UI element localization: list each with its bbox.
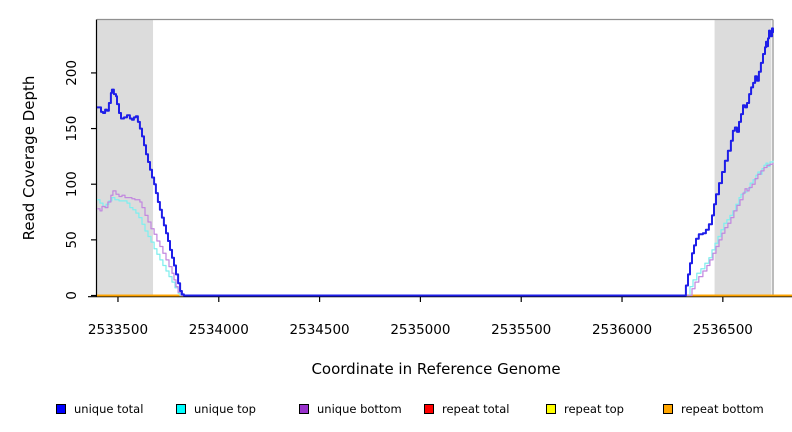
y-tick-label: 150 xyxy=(64,116,80,142)
series-line-unique-top xyxy=(97,160,774,297)
plot-frame xyxy=(97,18,774,297)
x-tick-label: 2536500 xyxy=(693,322,753,338)
legend-label-unique-top: unique top xyxy=(194,402,256,416)
legend-item-repeat-total: repeat total xyxy=(424,402,509,416)
x-tick-label: 2535500 xyxy=(491,322,551,338)
legend-label-unique-bottom: unique bottom xyxy=(317,402,402,416)
legend-label-repeat-bottom: repeat bottom xyxy=(681,402,764,416)
legend-swatch-unique-bottom xyxy=(299,404,309,414)
legend-item-repeat-bottom: repeat bottom xyxy=(663,402,764,416)
legend-label-repeat-top: repeat top xyxy=(564,402,624,416)
legend-item-unique-top: unique top xyxy=(176,402,256,416)
y-tick-label: 100 xyxy=(64,171,80,197)
legend-label-unique-total: unique total xyxy=(74,402,144,416)
axes: 2533500 2534000 2534500 2535000 2535500 25360… xyxy=(64,19,792,338)
series-lines xyxy=(97,27,792,297)
legend-swatch-repeat-bottom xyxy=(663,404,673,414)
x-tick-label: 2535000 xyxy=(390,322,450,338)
legend-swatch-unique-total xyxy=(56,404,66,414)
shaded-regions xyxy=(97,19,772,297)
y-tick-label: 50 xyxy=(64,231,80,248)
legend-item-repeat-top: repeat top xyxy=(546,402,624,416)
y-tick-label: 200 xyxy=(64,60,80,86)
shaded-region xyxy=(97,19,154,297)
legend-swatch-unique-top xyxy=(176,404,186,414)
y-axis-title: Read Coverage Depth xyxy=(20,76,38,241)
legend-item-unique-bottom: unique bottom xyxy=(299,402,402,416)
y-tick-label: 0 xyxy=(64,291,80,300)
x-tick-label: 2534000 xyxy=(189,322,249,338)
x-tick-label: 2534500 xyxy=(290,322,350,338)
x-axis-title: Coordinate in Reference Genome xyxy=(311,360,560,378)
series-line-unique-total xyxy=(97,27,774,297)
legend-swatch-repeat-total xyxy=(424,404,434,414)
legend-label-repeat-total: repeat total xyxy=(442,402,510,416)
shaded-region xyxy=(714,19,772,297)
x-tick-label: 2536000 xyxy=(592,322,652,338)
legend: unique total unique top unique bottom repea… xyxy=(0,402,792,420)
legend-swatch-repeat-top xyxy=(546,404,556,414)
series-line-unique-bottom xyxy=(97,163,774,297)
x-tick-label: 2533500 xyxy=(88,322,148,338)
legend-item-unique-total: unique total xyxy=(56,402,143,416)
